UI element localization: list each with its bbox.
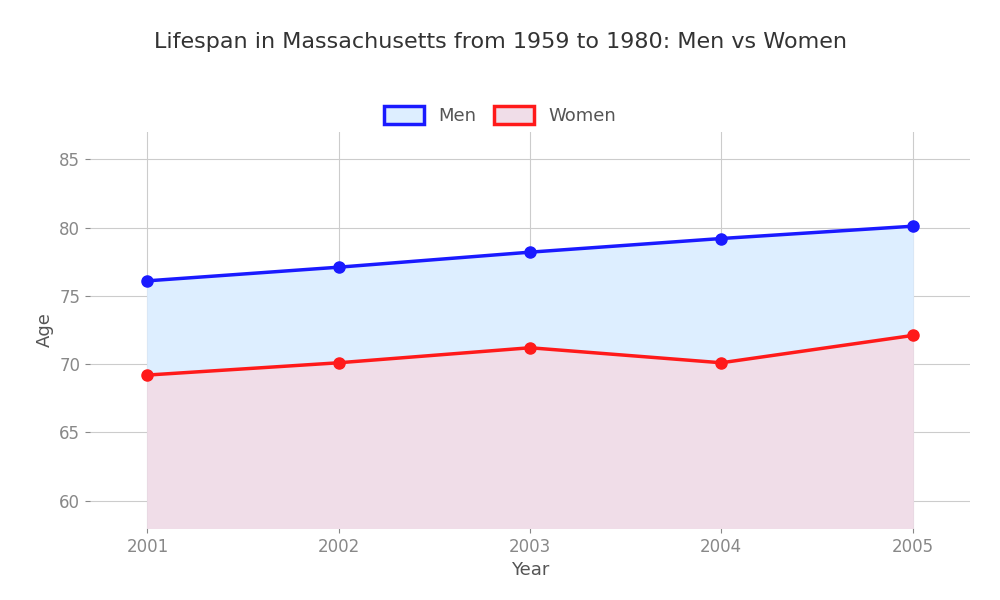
Text: Lifespan in Massachusetts from 1959 to 1980: Men vs Women: Lifespan in Massachusetts from 1959 to 1… [154, 32, 846, 52]
Legend: Men, Women: Men, Women [377, 99, 623, 132]
Y-axis label: Age: Age [36, 313, 54, 347]
X-axis label: Year: Year [511, 561, 549, 579]
